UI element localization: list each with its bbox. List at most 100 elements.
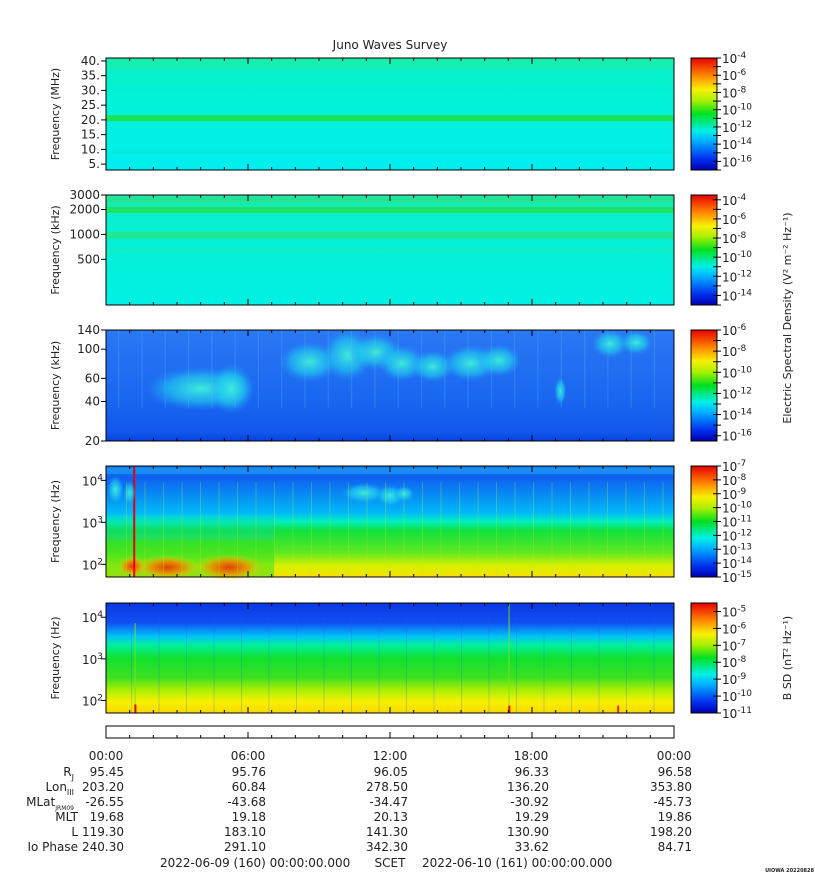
colorbar-tick-label: 10-10 [722, 689, 752, 704]
vertical-streak-28 [625, 482, 627, 574]
colorbar-tick-label: 10-6 [722, 212, 747, 227]
colorbar-tick-label: 10-7 [722, 638, 746, 653]
faint-streak-9 [351, 618, 352, 713]
footer-scet-label: SCET [375, 856, 407, 870]
hot-emission-3 [118, 556, 147, 577]
y-tick-label: 104 [82, 610, 103, 625]
y-tick-label: 20. [81, 113, 100, 127]
vertical-streak-3 [163, 482, 164, 574]
y-tick-label: 15. [81, 128, 100, 142]
fine-streak-20 [560, 330, 562, 408]
cyan-emission-5 [123, 481, 136, 506]
vertical-streak-14 [366, 482, 368, 574]
vertical-streak-29 [644, 482, 645, 574]
ephemeris-value: -34.47 [369, 795, 408, 809]
y-tick-label: 3000 [69, 188, 100, 202]
ephemeris-label: MLT [55, 810, 78, 824]
band-40mhz [106, 65, 674, 69]
colorbar-tick-label: 10-14 [722, 137, 752, 152]
faint-streak-7 [296, 618, 297, 713]
fine-streak-7 [257, 330, 259, 408]
y-axis-label: Frequency (kHz) [49, 341, 62, 430]
vertical-streak-22 [514, 482, 516, 574]
y-tick-label: 500 [77, 252, 100, 266]
colorbar-2 [690, 194, 718, 306]
vertical-streak-26 [588, 482, 590, 574]
faint-streak-12 [433, 618, 435, 713]
ephemeris-value: 19.29 [515, 810, 549, 824]
vertical-streak-25 [570, 482, 571, 574]
cyan-emission-4 [107, 475, 124, 504]
ephemeris-value: -45.73 [653, 795, 692, 809]
time-label: 12:00 [373, 749, 408, 763]
colorbar-tick-label: 10-10 [722, 501, 752, 516]
colorbar-tick-label: 10-16 [722, 154, 752, 169]
spike-red-3 [617, 705, 620, 713]
y-tick-label: 10. [81, 142, 100, 156]
colorbar-tick-label: 10-8 [722, 231, 747, 246]
ephemeris-value: 19.18 [232, 810, 266, 824]
ephemeris-value: 95.45 [90, 765, 124, 779]
colorbar-tick-label: 10-12 [722, 386, 752, 401]
fine-streak-24 [653, 330, 656, 408]
colorbar-tick-label: 10-7 [722, 459, 746, 474]
faint-streak-6 [268, 618, 270, 713]
colorbar-tick-label: 10-12 [722, 120, 752, 135]
streak-b [508, 603, 510, 713]
fine-streak-13 [397, 330, 399, 408]
y-tick-label: 2000 [69, 203, 100, 217]
fine-streak-8 [281, 330, 283, 408]
ephemeris-table: RJ 95.45 95.76 96.05 96.33 96.58 LonIII 203.20 6… [26, 765, 692, 854]
colorbar-tick-label: 10-11 [722, 515, 752, 530]
panel-4: 104 103 102 Frequency (Hz) 10-710-810-910-10… [49, 459, 752, 585]
y-tick-label: 20 [85, 434, 100, 448]
y-tick-label: 35. [81, 69, 100, 83]
band-20mhz [106, 115, 674, 122]
colorbar-tick-label: 10-15 [722, 570, 752, 585]
fine-streak-17 [490, 330, 492, 408]
y-axis-label: Frequency (Hz) [49, 480, 62, 563]
ephemeris-value: 278.50 [366, 780, 408, 794]
ephemeris-value: 20.13 [374, 810, 408, 824]
vertical-streak-11 [311, 482, 312, 574]
footer-stamp: UIOWA 20220828 [765, 868, 814, 874]
band-10mhz [106, 150, 674, 153]
ephemeris-value: 60.84 [232, 780, 266, 794]
fine-streak-18 [514, 330, 516, 408]
colorbar-tick-label: 10-11 [722, 706, 752, 721]
y-tick-label: 30. [81, 83, 100, 97]
fine-streak-23 [630, 330, 632, 408]
vertical-streak-20 [477, 482, 479, 574]
fine-streak-12 [374, 330, 376, 408]
hot-emission-1 [135, 555, 200, 580]
y-tick-label: 103 [82, 652, 103, 667]
ephemeris-label: MLatJRM09 [26, 795, 74, 812]
colorbar-tick-label: 10-14 [722, 288, 752, 303]
vertical-streak-8 [255, 482, 257, 574]
ephemeris-value: 198.20 [650, 825, 692, 839]
ephemeris-value: 19.86 [658, 810, 692, 824]
chart-title: Juno Waves Survey [332, 38, 448, 52]
vertical-streak-30 [662, 482, 664, 574]
faint-streak-20 [653, 618, 655, 713]
vertical-streak-13 [348, 482, 349, 574]
time-label: 00:00 [657, 749, 692, 763]
colorbar-tick-label: 10-14 [722, 556, 752, 571]
vertical-streak-24 [551, 482, 553, 574]
fine-streak-4 [187, 330, 190, 408]
colorbar-label-electric: Electric Spectral Density (V² m⁻² Hz⁻¹) [781, 212, 794, 423]
vertical-streak-9 [274, 482, 275, 574]
time-label: 00:00 [89, 749, 124, 763]
fine-streak-1 [118, 330, 120, 408]
colorbar-tick-label: 10-10 [722, 365, 752, 380]
vertical-streak-15 [385, 482, 386, 574]
time-axis: 00:00 06:00 12:00 18:00 00:00 [89, 725, 692, 763]
vertical-streak-17 [422, 482, 423, 574]
hot-emission-2 [195, 554, 264, 581]
colorbar-tick-label: 10-9 [722, 672, 747, 687]
ephemeris-value: 130.90 [507, 825, 549, 839]
faint-streak-8 [323, 618, 325, 713]
ephemeris-value: 240.30 [82, 840, 124, 854]
fine-streak-21 [584, 330, 586, 408]
